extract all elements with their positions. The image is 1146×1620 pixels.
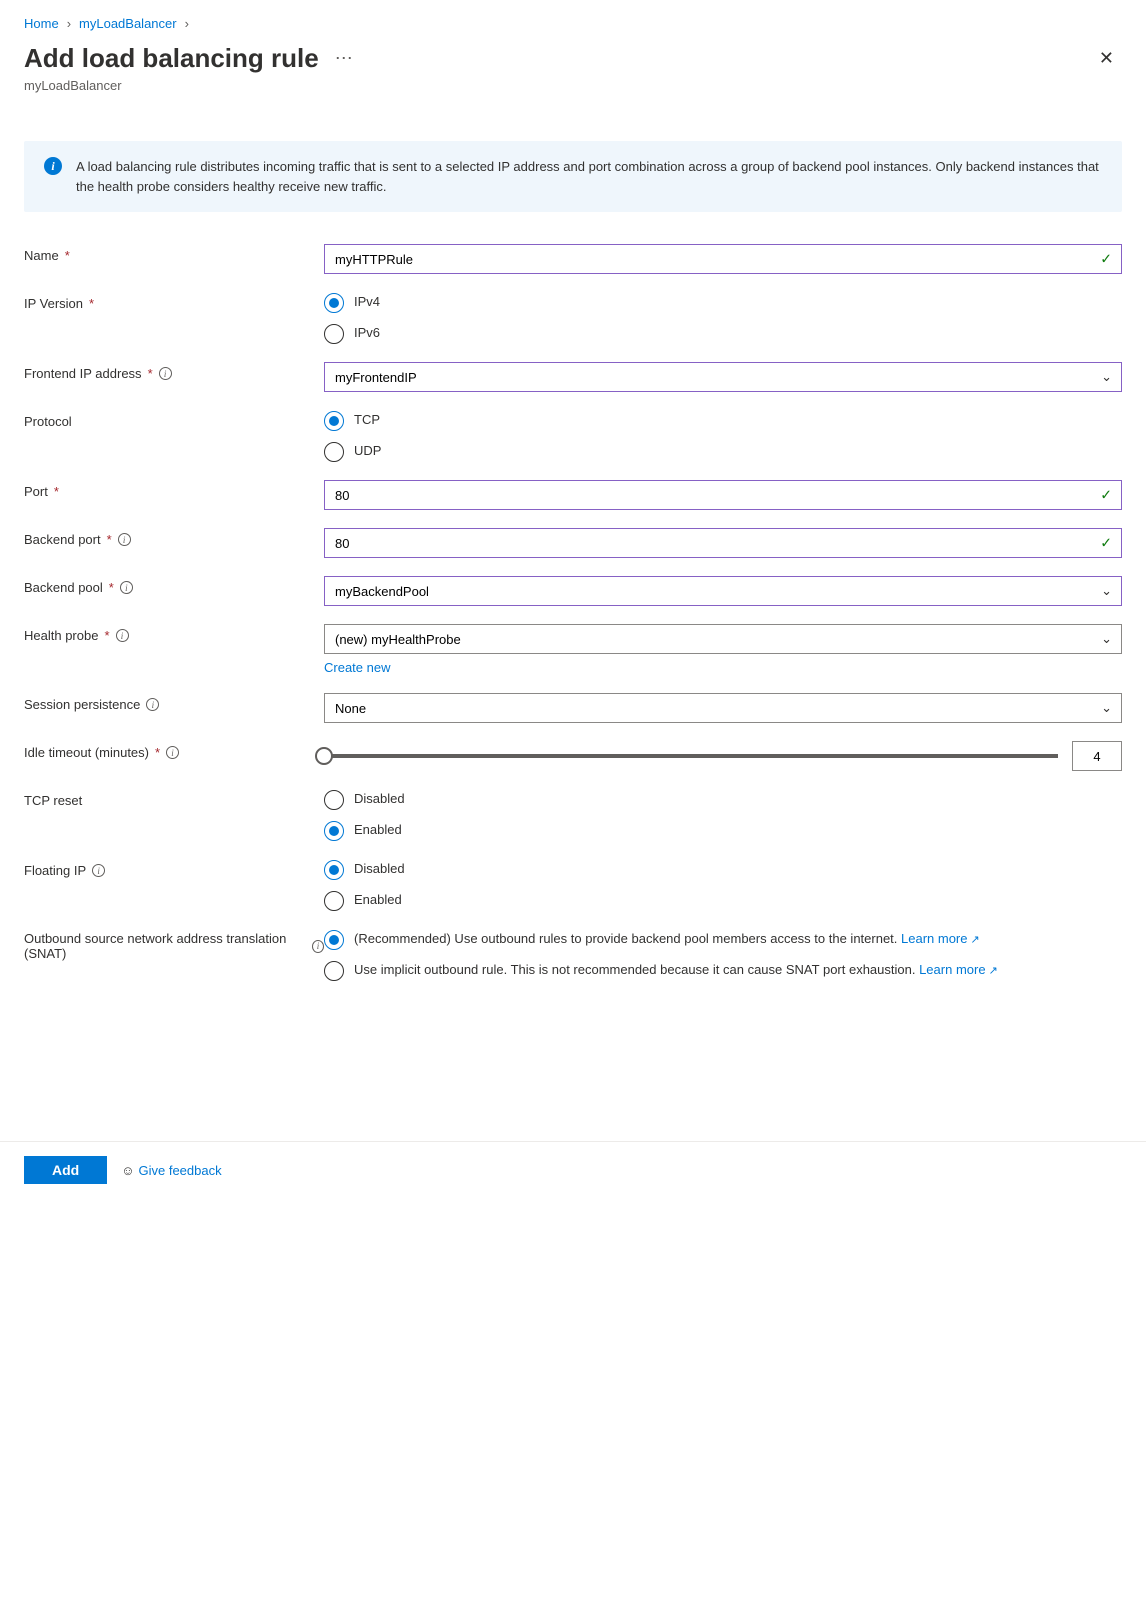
info-icon[interactable]: i: [312, 940, 324, 953]
label-frontend: Frontend IP address: [24, 366, 142, 381]
healthprobe-select[interactable]: (new) myHealthProbe: [324, 624, 1122, 654]
label-tcpreset: TCP reset: [24, 793, 82, 808]
feedback-icon: ☺: [121, 1163, 134, 1178]
idle-slider[interactable]: [324, 754, 1058, 758]
backendpool-select[interactable]: myBackendPool: [324, 576, 1122, 606]
label-floating: Floating IP: [24, 863, 86, 878]
breadcrumb-home[interactable]: Home: [24, 16, 59, 31]
info-icon[interactable]: i: [116, 629, 129, 642]
radio-snat-implicit[interactable]: Use implicit outbound rule. This is not …: [324, 960, 1122, 981]
info-icon[interactable]: i: [159, 367, 172, 380]
label-idle: Idle timeout (minutes): [24, 745, 149, 760]
label-backendport: Backend port: [24, 532, 101, 547]
radio-udp[interactable]: UDP: [324, 441, 1122, 462]
more-menu-icon[interactable]: ⋯: [335, 48, 355, 69]
info-icon[interactable]: i: [146, 698, 159, 711]
radio-ipv4[interactable]: IPv4: [324, 292, 1122, 313]
radio-snat-recommended[interactable]: (Recommended) Use outbound rules to prov…: [324, 929, 1122, 950]
info-banner-text: A load balancing rule distributes incomi…: [76, 157, 1102, 196]
close-icon[interactable]: ✕: [1091, 44, 1122, 73]
info-icon[interactable]: i: [118, 533, 131, 546]
backendport-input[interactable]: [324, 528, 1122, 558]
feedback-link[interactable]: ☺Give feedback: [121, 1163, 221, 1178]
name-input[interactable]: [324, 244, 1122, 274]
radio-tcp[interactable]: TCP: [324, 410, 1122, 431]
info-icon[interactable]: i: [166, 746, 179, 759]
slider-thumb[interactable]: [315, 747, 333, 765]
label-ipversion: IP Version: [24, 296, 83, 311]
info-icon[interactable]: i: [92, 864, 105, 877]
info-banner: i A load balancing rule distributes inco…: [24, 141, 1122, 212]
breadcrumb-lb[interactable]: myLoadBalancer: [79, 16, 177, 31]
chevron-right-icon: ›: [185, 16, 189, 31]
page-subtitle: myLoadBalancer: [24, 78, 1122, 93]
breadcrumb: Home › myLoadBalancer ›: [24, 16, 1122, 31]
chevron-right-icon: ›: [67, 16, 71, 31]
radio-tcpreset-enabled[interactable]: Enabled: [324, 820, 1122, 841]
check-icon: ✓: [1100, 251, 1112, 268]
radio-ipv6[interactable]: IPv6: [324, 323, 1122, 344]
session-select[interactable]: None: [324, 693, 1122, 723]
label-session: Session persistence: [24, 697, 140, 712]
add-button[interactable]: Add: [24, 1156, 107, 1184]
radio-tcpreset-disabled[interactable]: Disabled: [324, 789, 1122, 810]
radio-floating-disabled[interactable]: Disabled: [324, 859, 1122, 880]
label-healthprobe: Health probe: [24, 628, 98, 643]
label-snat: Outbound source network address translat…: [24, 931, 306, 961]
create-new-link[interactable]: Create new: [324, 660, 1122, 675]
frontend-select[interactable]: myFrontendIP: [324, 362, 1122, 392]
port-input[interactable]: [324, 480, 1122, 510]
page-title: Add load balancing rule: [24, 43, 319, 74]
radio-floating-enabled[interactable]: Enabled: [324, 890, 1122, 911]
label-backendpool: Backend pool: [24, 580, 103, 595]
learn-more-link[interactable]: Learn more: [919, 962, 998, 977]
label-protocol: Protocol: [24, 414, 72, 429]
label-port: Port: [24, 484, 48, 499]
learn-more-link[interactable]: Learn more: [901, 931, 980, 946]
info-icon[interactable]: i: [120, 581, 133, 594]
label-name: Name: [24, 248, 59, 263]
check-icon: ✓: [1100, 487, 1112, 504]
check-icon: ✓: [1100, 535, 1112, 552]
idle-value-input[interactable]: [1072, 741, 1122, 771]
info-icon: i: [44, 157, 62, 175]
